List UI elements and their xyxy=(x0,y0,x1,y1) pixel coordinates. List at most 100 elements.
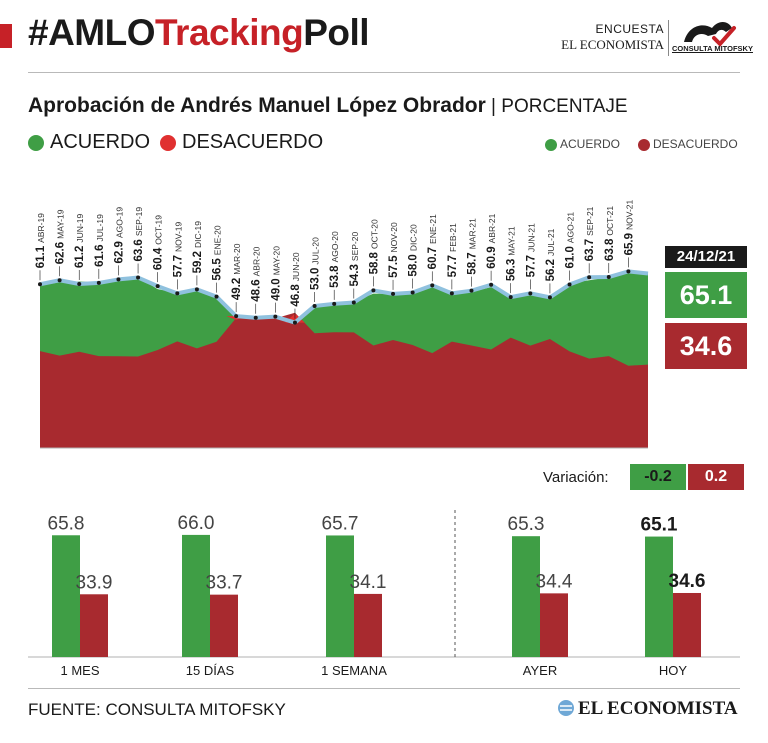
point-month: JUN-21 xyxy=(526,223,536,252)
point-value: 60.7 xyxy=(427,247,439,269)
point-month: ENE-21 xyxy=(428,214,438,244)
current-acuerdo-value: 65.1 xyxy=(665,272,747,318)
current-desacuerdo-value: 34.6 xyxy=(665,323,747,369)
point-label: 57.7 NOV-19 xyxy=(172,221,184,277)
point-value: 53.8 xyxy=(329,265,341,288)
point-value: 56.3 xyxy=(506,259,518,281)
point-label: 58.8 OCT-20 xyxy=(368,219,380,274)
point-value: 65.9 xyxy=(623,233,635,255)
bar-acuerdo-value: 65.8 xyxy=(48,513,85,534)
title-part-poll: Poll xyxy=(303,12,370,53)
bar-acuerdo-value: 66.0 xyxy=(178,513,215,534)
data-point xyxy=(489,282,494,287)
point-month: MAR-21 xyxy=(467,218,477,249)
point-label: 63.7 SEP-21 xyxy=(584,206,596,261)
point-label: 48.6 ABR-20 xyxy=(251,246,263,301)
mitofsky-logo-icon xyxy=(684,22,736,47)
point-value: 56.5 xyxy=(212,258,224,281)
point-value: 58.0 xyxy=(408,254,420,276)
bar-category-label: AYER xyxy=(523,663,557,678)
variation-acuerdo: -0.2 xyxy=(630,464,686,490)
legend-label-acuerdo: ACUERDO xyxy=(50,131,151,153)
point-label: 46.8 JUN-20 xyxy=(290,252,302,306)
point-value: 57.5 xyxy=(388,255,400,278)
point-label: 61.6 JUL-19 xyxy=(94,214,106,267)
data-point xyxy=(234,314,239,319)
point-label: 60.9 ABR-21 xyxy=(486,213,498,268)
page-title: #AMLOTrackingPoll xyxy=(28,12,370,54)
point-label: 61.2 JUN-19 xyxy=(74,214,86,268)
point-month: NOV-21 xyxy=(624,199,634,230)
legend-small-acuerdo: ACUERDO xyxy=(560,137,621,151)
bar-desacuerdo xyxy=(354,593,382,657)
point-label: 61.1 ABR-19 xyxy=(35,213,47,268)
point-value: 60.9 xyxy=(486,246,498,268)
point-value: 59.2 xyxy=(192,251,204,273)
point-month: JUN-19 xyxy=(75,214,85,243)
data-point xyxy=(194,287,199,292)
bar-desacuerdo xyxy=(80,594,108,657)
point-value: 63.8 xyxy=(604,238,616,261)
point-month: JUL-20 xyxy=(311,237,321,265)
point-label: 56.3 MAY-21 xyxy=(506,226,518,281)
point-label: 57.7 FEB-21 xyxy=(447,223,459,277)
data-point xyxy=(391,291,396,296)
bar-desacuerdo-value: 34.6 xyxy=(669,571,706,592)
accent-mark xyxy=(0,24,12,48)
brand-block: ENCUESTA EL ECONOMISTA xyxy=(548,22,664,52)
source-text: FUENTE: CONSULTA MITOFSKY xyxy=(28,700,286,719)
point-label: 60.7 ENE-21 xyxy=(427,214,439,269)
bar-desacuerdo-value: 33.9 xyxy=(76,572,113,593)
point-label: 62.9 AGO-19 xyxy=(113,207,125,264)
point-month: ENE-20 xyxy=(213,225,223,255)
point-month: NOV-19 xyxy=(173,221,183,252)
point-value: 53.0 xyxy=(310,268,322,290)
data-point xyxy=(96,280,101,285)
point-month: DIC-20 xyxy=(409,224,419,251)
point-value: 46.8 xyxy=(290,284,302,307)
point-value: 58.8 xyxy=(368,251,380,274)
unit-label: | PORCENTAJE xyxy=(485,96,628,117)
point-value: 62.9 xyxy=(113,241,125,263)
bar-acuerdo xyxy=(52,535,80,657)
point-label: 60.4 OCT-19 xyxy=(153,215,165,270)
footer-logo-text: EL ECONOMISTA xyxy=(578,698,738,719)
point-label: 57.7 JUN-21 xyxy=(525,223,537,277)
data-point xyxy=(528,291,533,296)
data-point xyxy=(567,282,572,287)
comparison-bar-chart: 65.8 33.9 1 MES 66.0 33.7 15 DÍAS 65.7 34.1 1 SE… xyxy=(28,510,740,678)
point-value: 49.2 xyxy=(231,278,243,300)
point-label: 53.0 JUL-20 xyxy=(310,237,322,290)
current-date-badge: 24/12/21 xyxy=(665,246,747,268)
point-value: 61.0 xyxy=(565,246,577,268)
bar-category-label: 15 DÍAS xyxy=(186,663,235,678)
subtitle-text: Aprobación de Andrés Manuel López Obrado… xyxy=(28,94,486,117)
data-point xyxy=(175,291,180,296)
data-point xyxy=(626,269,631,274)
point-month: SEP-21 xyxy=(585,206,595,236)
chart-subtitle: Aprobación de Andrés Manuel López Obrado… xyxy=(28,94,628,118)
point-label: 56.2 JUL-21 xyxy=(545,228,557,281)
legend-label-desacuerdo: DESACUERDO xyxy=(182,131,324,153)
data-point xyxy=(332,301,337,306)
brand-divider xyxy=(668,20,669,56)
point-label: 63.6 SEP-19 xyxy=(133,207,145,262)
data-point xyxy=(155,284,160,289)
desacuerdo-area xyxy=(40,312,648,448)
data-point xyxy=(469,288,474,293)
variation-desacuerdo: 0.2 xyxy=(688,464,744,490)
approval-area-chart: 61.1 ABR-19 62.6 MAY-19 61.2 JUN-19 61.6 JUL-19… xyxy=(35,199,649,449)
point-label: 49.0 MAY-20 xyxy=(270,246,282,301)
point-value: 63.6 xyxy=(133,239,145,261)
point-value: 58.7 xyxy=(466,252,478,274)
point-month: MAY-19 xyxy=(56,209,66,239)
data-point xyxy=(292,320,297,325)
point-label: 56.5 ENE-20 xyxy=(212,225,224,280)
point-month: JUN-20 xyxy=(291,252,301,281)
data-point xyxy=(77,281,82,286)
point-value: 61.1 xyxy=(35,245,47,268)
point-month: MAY-21 xyxy=(507,226,517,256)
data-point xyxy=(430,283,435,288)
data-point xyxy=(273,314,278,319)
data-point xyxy=(214,294,219,299)
